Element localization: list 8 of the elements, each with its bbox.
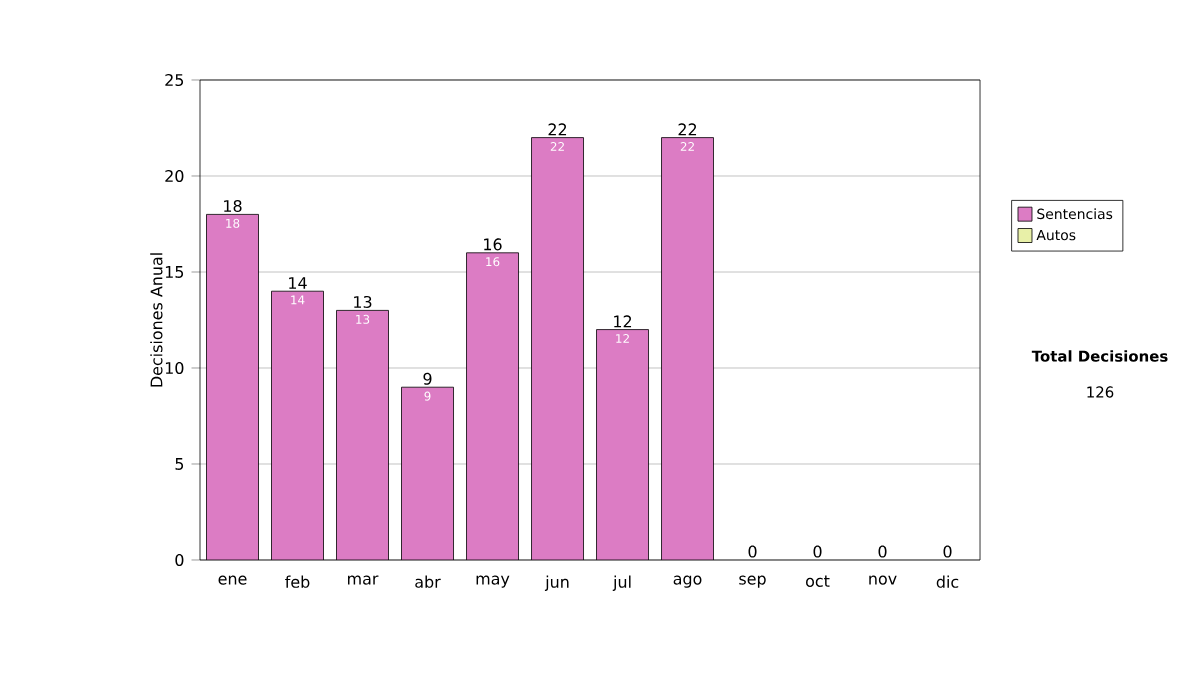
bar xyxy=(401,386,454,560)
bar xyxy=(466,252,519,560)
bar xyxy=(206,214,259,560)
bar xyxy=(336,310,389,560)
bar xyxy=(271,290,324,560)
bar xyxy=(531,137,584,560)
bar xyxy=(596,329,649,560)
bar xyxy=(661,137,714,560)
